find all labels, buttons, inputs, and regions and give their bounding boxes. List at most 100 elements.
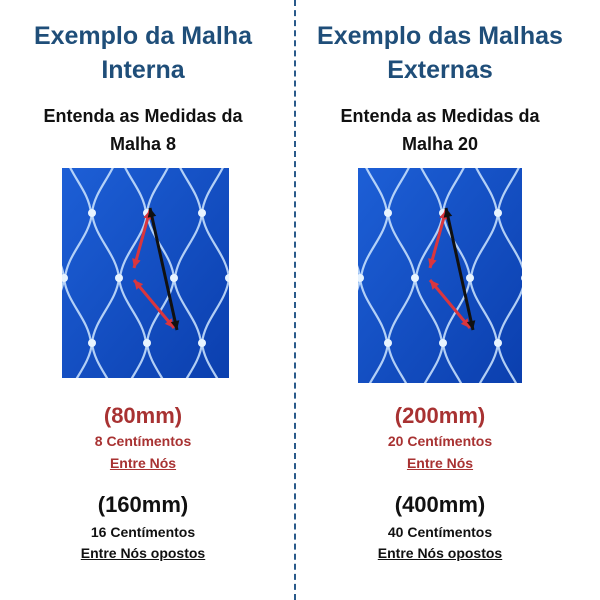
arrow — [132, 209, 152, 269]
net-knot — [198, 339, 206, 347]
subtitle: Entenda as Medidas da — [340, 106, 540, 126]
net-strand — [496, 286, 522, 344]
net-strand — [358, 277, 362, 291]
divider — [294, 0, 296, 600]
net-strand — [145, 168, 169, 214]
net-strand — [117, 277, 148, 344]
arrow-head — [460, 318, 470, 328]
column-title: Interna — [101, 56, 185, 84]
net-strand — [69, 168, 93, 214]
net-strand — [358, 277, 389, 344]
net-strand — [200, 342, 219, 378]
arrow — [132, 279, 176, 329]
inner-text: 8 Centímentos — [94, 433, 192, 449]
net-strand — [63, 212, 94, 279]
net-strand — [496, 212, 522, 270]
arrow-head — [170, 320, 180, 330]
inner-text: 20 Centímentos — [387, 433, 493, 449]
outer-text: 40 Centímentos — [387, 524, 493, 540]
subtitle: Malha 8 — [109, 134, 177, 154]
subtitle: Malha 20 — [401, 134, 479, 154]
net-strand — [179, 168, 203, 214]
outer-measure: (400mm) — [394, 492, 486, 517]
net-strand — [468, 277, 499, 344]
net-strand — [496, 168, 520, 214]
net-knot — [88, 339, 96, 347]
net-strand — [358, 265, 362, 279]
inner-note: Entre Nós — [109, 455, 177, 471]
outer-note: Entre Nós opostos — [377, 545, 503, 561]
net-strand — [90, 168, 114, 214]
net-strand — [386, 168, 410, 214]
column-title: Externas — [387, 56, 493, 84]
net-strand — [90, 342, 109, 378]
arrow — [428, 209, 448, 269]
outer-note: Entre Nós opostos — [80, 545, 206, 561]
arrow-head — [132, 258, 141, 268]
net-strand — [200, 212, 229, 279]
net-strand — [124, 168, 148, 214]
net-knot — [198, 209, 206, 217]
net-strand — [420, 168, 444, 214]
net-knot — [225, 274, 229, 282]
net-strand — [359, 212, 390, 279]
arrow-head — [147, 208, 157, 218]
net-photo — [358, 168, 522, 383]
subtitle: Entenda as Medidas da — [43, 106, 243, 126]
net-knot — [384, 209, 392, 217]
net-strand — [365, 168, 389, 214]
net-knot — [115, 274, 123, 282]
net-knot — [494, 209, 502, 217]
net-strand — [496, 342, 518, 383]
net-strand — [90, 212, 121, 279]
net-strand — [62, 277, 66, 291]
arrow — [444, 207, 475, 331]
net-knot — [521, 275, 522, 281]
arrow-head — [443, 208, 453, 218]
net-strand — [423, 342, 445, 383]
net-knot — [439, 339, 447, 347]
net-strand — [475, 168, 499, 214]
net-strand — [368, 342, 390, 383]
arrow-head — [430, 280, 440, 290]
net-strand — [62, 265, 66, 279]
inner-measure: (80mm) — [103, 403, 183, 428]
outer-text: 16 Centímentos — [90, 524, 196, 540]
net-strand — [414, 212, 445, 279]
net-strand — [413, 277, 444, 344]
outer-measure: (160mm) — [97, 492, 189, 517]
net-knot — [62, 274, 68, 282]
column-title: Exemplo das Malhas — [317, 22, 563, 50]
net-strand — [118, 212, 149, 279]
arrow-head — [466, 320, 476, 330]
net-strand — [62, 277, 93, 344]
arrow-head — [134, 280, 144, 290]
net-knot — [143, 339, 151, 347]
net-strand — [441, 342, 463, 383]
net-strand — [386, 212, 417, 279]
arrow — [148, 207, 179, 331]
net-knot — [411, 274, 419, 282]
net-strand — [200, 168, 224, 214]
net-strand — [173, 212, 204, 279]
inner-measure: (200mm) — [394, 403, 486, 428]
column-title: Exemplo da Malha — [33, 22, 253, 50]
arrow — [428, 279, 472, 329]
net-strand — [185, 342, 204, 378]
net-knot — [466, 274, 474, 282]
net-knot — [358, 274, 364, 282]
net-knot — [494, 339, 502, 347]
net-strand — [75, 342, 94, 378]
net-strand — [145, 342, 164, 378]
net-strand — [441, 168, 465, 214]
arrow-head — [164, 318, 174, 328]
net-knot — [88, 209, 96, 217]
net-strand — [386, 277, 417, 344]
net-knot — [170, 274, 178, 282]
net-strand — [469, 212, 500, 279]
net-photo — [62, 168, 229, 378]
net-strand — [386, 342, 408, 383]
net-knot — [384, 339, 392, 347]
net-strand — [200, 277, 229, 344]
